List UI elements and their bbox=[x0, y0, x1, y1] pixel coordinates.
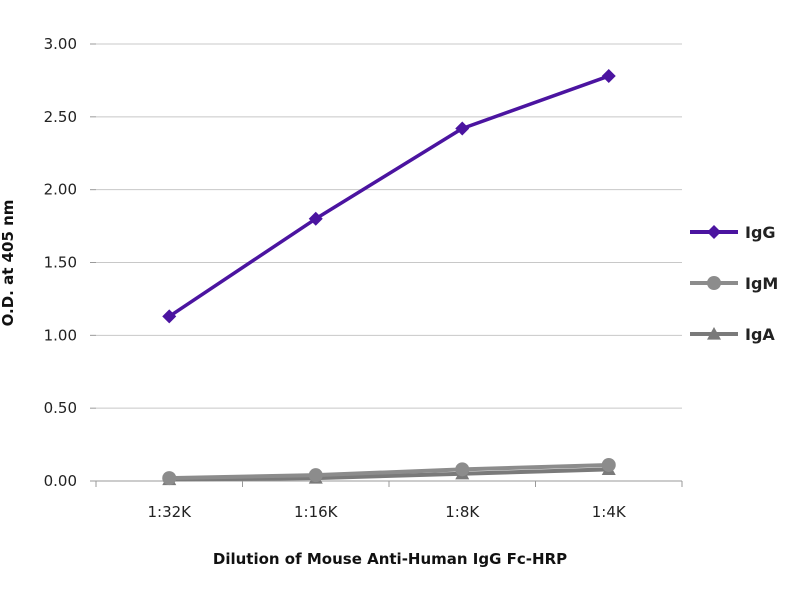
legend-label: IgA bbox=[745, 325, 775, 344]
x-tick-label: 1:4K bbox=[592, 503, 627, 521]
data-point bbox=[308, 468, 323, 483]
x-tick-label: 1:32K bbox=[147, 503, 192, 521]
data-point bbox=[601, 457, 616, 472]
x-axis-title: Dilution of Mouse Anti-Human IgG Fc-HRP bbox=[213, 550, 567, 568]
legend-marker bbox=[707, 225, 721, 239]
series-line bbox=[169, 467, 609, 482]
x-tick-label: 1:8K bbox=[445, 503, 480, 521]
data-point bbox=[455, 121, 470, 136]
y-tick-label: 2.50 bbox=[44, 108, 77, 126]
legend-item-igm: IgM bbox=[690, 274, 778, 293]
y-axis-ticks: 0.00 0.50 1.00 1.50 2.00 2.50 3.00 bbox=[44, 35, 77, 490]
y-tick-label: 0.50 bbox=[44, 399, 77, 417]
data-point bbox=[455, 462, 470, 477]
series-layer bbox=[162, 69, 616, 486]
series-line bbox=[168, 74, 610, 318]
series-igg bbox=[162, 69, 616, 324]
y-tick-label: 0.00 bbox=[44, 472, 77, 490]
legend-marker bbox=[707, 276, 721, 290]
x-tick-label: 1:16K bbox=[294, 503, 339, 521]
y-tick-label: 3.00 bbox=[44, 35, 77, 53]
legend: IgG IgM IgA bbox=[690, 223, 778, 344]
y-tick-label: 1.00 bbox=[44, 326, 77, 344]
legend-item-iga: IgA bbox=[690, 325, 775, 344]
series-igm bbox=[162, 457, 616, 486]
legend-marker bbox=[707, 327, 721, 340]
legend-label: IgM bbox=[745, 274, 778, 293]
x-axis: 1:32K 1:16K 1:8K 1:4K bbox=[95, 481, 683, 521]
data-point bbox=[601, 69, 616, 84]
legend-item-igg: IgG bbox=[690, 223, 776, 242]
data-point bbox=[162, 471, 177, 486]
y-axis-title: O.D. at 405 nm bbox=[0, 200, 17, 327]
y-tick-label: 1.50 bbox=[44, 254, 77, 272]
gridlines bbox=[90, 43, 682, 482]
legend-label: IgG bbox=[745, 223, 776, 242]
y-tick-label: 2.00 bbox=[44, 181, 77, 199]
data-point bbox=[308, 211, 323, 226]
data-point bbox=[162, 309, 177, 324]
series-line bbox=[169, 462, 609, 481]
